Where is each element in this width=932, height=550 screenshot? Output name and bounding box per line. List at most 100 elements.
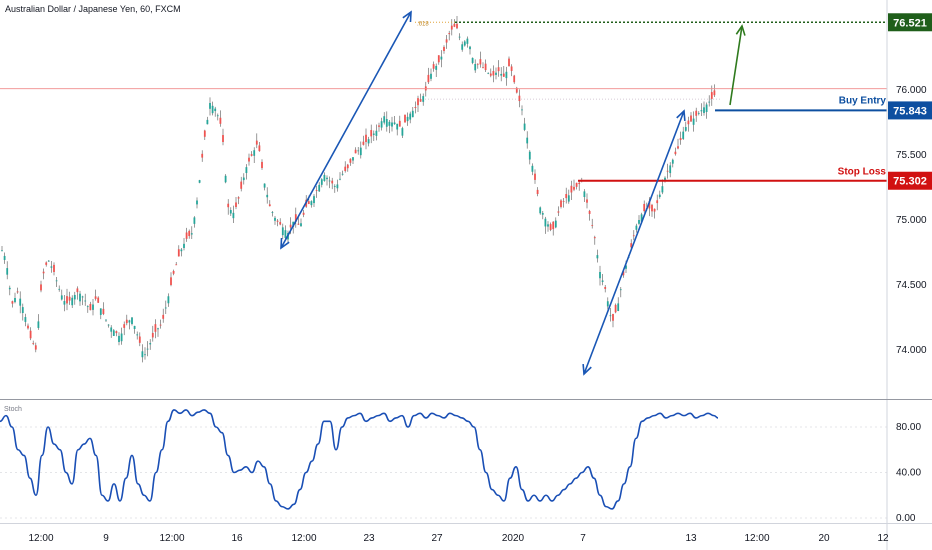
time-tick-label-2: 12:00 — [159, 533, 184, 544]
candle-body-184 — [479, 59, 482, 65]
candle-body-80 — [209, 103, 211, 109]
candle-body-134 — [349, 158, 352, 163]
candle-body-56 — [146, 348, 149, 350]
candle-body-188 — [489, 73, 492, 76]
candle-body-115 — [300, 223, 302, 227]
candle-body-242 — [630, 243, 633, 248]
candle-body-99 — [258, 145, 261, 152]
candle-body-49 — [128, 320, 131, 323]
stoch-pane[interactable] — [0, 409, 719, 510]
candle-body-192 — [500, 73, 503, 76]
candle-body-24 — [63, 301, 66, 305]
time-tick-label-12: 12 — [877, 533, 889, 544]
candle-body-48 — [125, 319, 128, 324]
price-tick-label-2: 75.000 — [896, 215, 927, 226]
candle-body-11 — [29, 330, 32, 339]
candle-body-180 — [469, 46, 471, 50]
candle-body-226 — [588, 210, 591, 214]
candle-body-74 — [193, 217, 196, 224]
candle-body-4 — [11, 301, 14, 304]
candle-body-224 — [583, 191, 586, 198]
candle-body-230 — [599, 272, 601, 279]
candle-body-232 — [604, 286, 607, 289]
candle-body-198 — [515, 87, 518, 93]
candle-body-18 — [47, 260, 50, 262]
candle-body-152 — [396, 123, 399, 130]
candle-body-47 — [123, 324, 126, 328]
candle-body-7 — [19, 298, 22, 306]
candle-body-130 — [339, 178, 341, 180]
candle-body-216 — [562, 201, 565, 203]
candle-body-203 — [528, 151, 531, 160]
candle-body-104 — [271, 212, 274, 213]
candle-body-222 — [578, 182, 581, 185]
candle-body-58 — [151, 332, 154, 338]
candle-body-217 — [565, 194, 568, 199]
candle-body-175 — [456, 23, 458, 29]
candle-body-28 — [73, 294, 76, 300]
candle-body-264 — [687, 120, 690, 125]
candle-body-131 — [341, 173, 344, 175]
candle-body-158 — [411, 110, 414, 118]
candle-body-247 — [643, 203, 646, 212]
candle-body-129 — [336, 184, 339, 189]
candle-body-219 — [570, 185, 573, 193]
candle-body-9 — [24, 317, 27, 322]
candle-body-120 — [313, 196, 315, 204]
candle-body-0 — [1, 250, 3, 252]
time-tick-label-10: 12:00 — [744, 533, 769, 544]
candle-body-13 — [34, 345, 37, 350]
stoch-title: Stoch — [4, 406, 22, 413]
stoch-tick-label-0: 80.00 — [896, 422, 921, 433]
candle-body-85 — [222, 135, 224, 142]
candle-body-218 — [567, 195, 570, 202]
candle-body-150 — [391, 122, 393, 127]
candle-body-121 — [315, 190, 318, 191]
time-tick-label-3: 16 — [231, 533, 243, 544]
candle-body-23 — [60, 295, 63, 300]
candle-body-262 — [682, 131, 685, 139]
candle-body-87 — [227, 203, 230, 208]
candle-body-10 — [27, 325, 29, 329]
candle-body-273 — [710, 92, 713, 99]
candle-body-147 — [383, 116, 386, 123]
candle-body-102 — [266, 194, 269, 198]
candle-body-140 — [365, 134, 367, 142]
candle-body-65 — [170, 277, 172, 285]
candle-body-167 — [435, 65, 438, 70]
candle-body-268 — [697, 112, 700, 114]
candle-body-189 — [492, 70, 495, 76]
candle-body-84 — [219, 117, 222, 124]
candle-body-169 — [440, 56, 443, 60]
candle-body-133 — [346, 164, 349, 169]
candle-body-190 — [495, 72, 497, 75]
candle-body-125 — [326, 177, 328, 180]
candle-body-207 — [539, 207, 542, 214]
candle-body-157 — [409, 113, 412, 120]
candle-body-162 — [422, 96, 425, 102]
overlay: .618 76.521 Buy Entry 75.843 Stop Loss 75.302 — [0, 10, 932, 376]
candle-body-267 — [695, 110, 698, 116]
candle-body-237 — [617, 303, 620, 311]
target-arrow-head — [735, 24, 746, 36]
candle-body-212 — [552, 221, 555, 230]
candle-body-141 — [367, 139, 370, 144]
candle-body-95 — [248, 157, 250, 162]
candle-body-126 — [328, 180, 331, 182]
candle-body-246 — [640, 214, 643, 222]
candle-body-201 — [523, 123, 526, 130]
candle-body-67 — [175, 264, 178, 266]
candle-body-255 — [664, 177, 666, 181]
candle-body-88 — [229, 210, 232, 214]
time-tick-label-0: 12:00 — [28, 533, 53, 544]
candle-body-73 — [190, 233, 193, 235]
candle-body-266 — [692, 118, 695, 125]
candle-body-2 — [6, 268, 9, 275]
swing-arrow-1 — [280, 11, 412, 249]
candle-body-26 — [68, 296, 71, 301]
candle-body-41 — [107, 324, 110, 326]
candle-body-124 — [323, 174, 326, 181]
time-tick-label-1: 9 — [103, 533, 109, 544]
candle-body-146 — [380, 121, 383, 128]
